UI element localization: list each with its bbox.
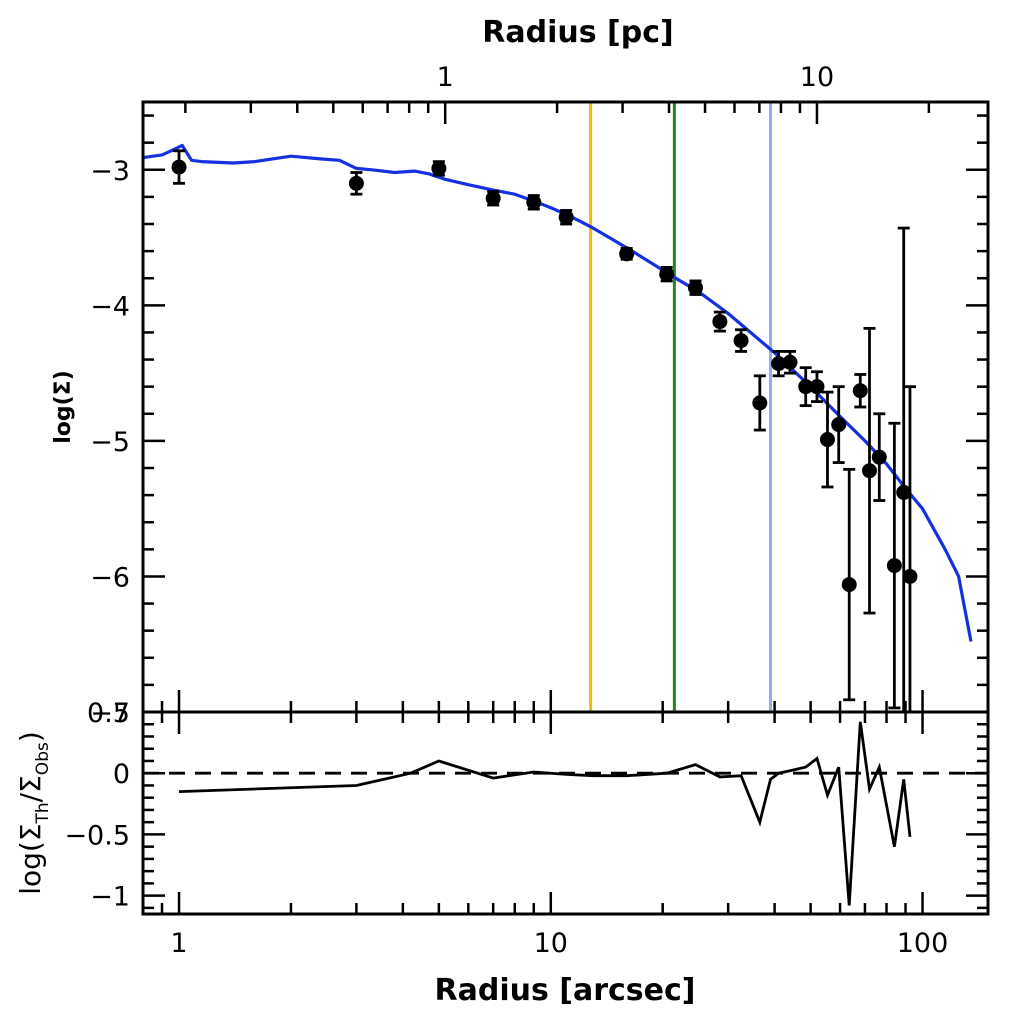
observed-point-group — [871, 412, 887, 502]
observed-point-group — [558, 209, 574, 226]
observed-point-group — [861, 326, 877, 615]
observed-point — [733, 333, 749, 349]
observed-point-group — [809, 370, 825, 403]
main-y-tick-label: −6 — [90, 562, 130, 593]
observed-point — [619, 246, 635, 262]
residual-curve — [178, 721, 912, 906]
observed-point-group — [852, 373, 868, 409]
observed-point — [526, 194, 542, 210]
observed-point — [798, 379, 814, 395]
residual-y-tick-label: 0.5 — [87, 698, 130, 729]
top-x-tick-label: 10 — [800, 62, 834, 93]
observed-point-group — [831, 385, 847, 464]
observed-point — [771, 356, 787, 372]
observed-point-group — [733, 328, 749, 353]
observed-point-group — [619, 246, 635, 262]
top-x-tick-label: 1 — [437, 62, 454, 93]
top-axis-title: Radius [pc] — [482, 15, 673, 50]
observed-point — [831, 417, 847, 433]
observed-point-group — [752, 374, 768, 432]
observed-point-group — [526, 194, 542, 211]
main-panel — [141, 102, 988, 714]
residual-panel — [141, 710, 988, 914]
main-y-tick-label: −4 — [90, 291, 130, 322]
observed-point — [852, 383, 868, 399]
residual-y-tick-label: −1 — [90, 882, 130, 913]
main-plot-area — [143, 102, 973, 712]
observed-point — [687, 280, 703, 296]
main-y-tick-label: −3 — [90, 156, 130, 187]
observed-point-group — [431, 160, 447, 177]
observed-point — [431, 160, 447, 176]
observed-point-group — [485, 190, 501, 207]
x-tick-label: 1 — [170, 928, 187, 959]
observed-point — [171, 159, 187, 175]
main-y-tick-label: −7 — [90, 698, 130, 729]
model-curve — [143, 143, 973, 642]
observed-point — [896, 484, 912, 500]
observed-point — [659, 266, 675, 282]
observed-point — [861, 463, 877, 479]
observed-point-group — [171, 149, 187, 185]
residual-panel-frame — [141, 710, 990, 916]
observed-point — [841, 577, 857, 593]
observed-point-group — [659, 265, 675, 283]
observed-point-group — [687, 279, 703, 296]
observed-point — [752, 395, 768, 411]
observed-point-group — [712, 310, 728, 333]
observed-point — [902, 568, 918, 584]
observed-point — [558, 209, 574, 225]
observed-point — [809, 379, 825, 395]
observed-point-group — [771, 350, 787, 378]
observed-point-group — [886, 421, 902, 710]
observed-point — [819, 432, 835, 448]
observed-point-group — [798, 366, 814, 408]
main-y-axis-label: log(Σ) — [51, 370, 76, 444]
observed-point — [712, 314, 728, 330]
observed-point — [871, 449, 887, 465]
observed-point-group — [348, 171, 364, 196]
observed-point — [782, 354, 798, 370]
residual-plot-area — [143, 721, 988, 906]
x-tick-label: 100 — [897, 928, 949, 959]
x-tick-label: 10 — [534, 928, 568, 959]
observed-point-group — [902, 385, 918, 712]
residual-y-tick-label: −0.5 — [64, 820, 130, 851]
observed-point-group — [896, 226, 912, 712]
observed-point — [348, 175, 364, 191]
observed-point — [485, 190, 501, 206]
observed-point-group — [819, 390, 835, 489]
observed-point-group — [841, 467, 857, 702]
observed-point-group — [782, 350, 798, 375]
residual-y-tick-label: 0 — [113, 759, 130, 790]
main-y-tick-label: −5 — [90, 427, 130, 458]
residual-y-axis-label: log(ΣTh/ΣObs) — [14, 731, 53, 895]
observed-point — [886, 558, 902, 574]
x-axis-title: Radius [arcsec] — [435, 973, 696, 1008]
